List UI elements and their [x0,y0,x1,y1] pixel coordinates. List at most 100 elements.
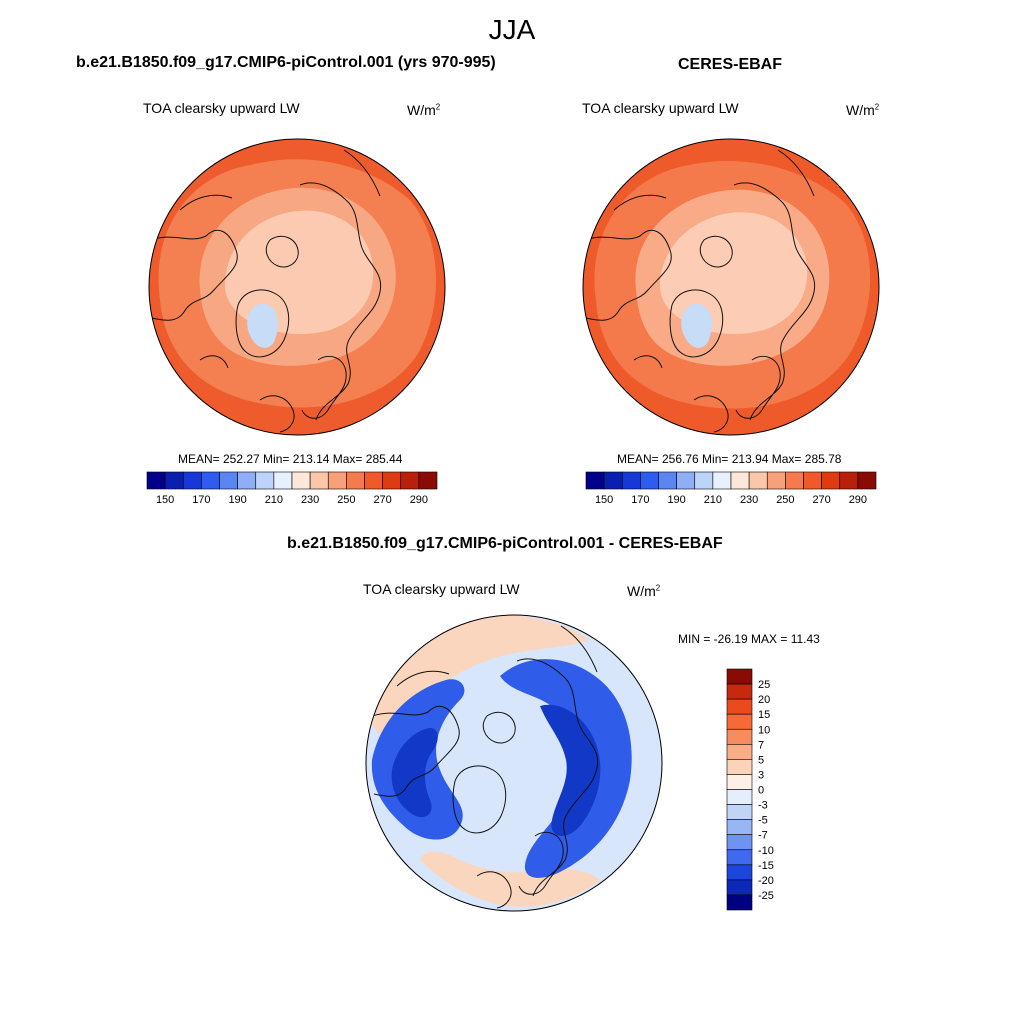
coastlines [149,149,382,433]
colorbar-swatch [857,471,877,490]
model-panel-title: b.e21.B1850.f09_g17.CMIP6-piControl.001 … [76,54,496,71]
colorbar-tick-label: -5 [758,815,768,827]
coastlines [371,625,599,909]
colorbar-swatch [726,879,753,896]
diff-panel-title: b.e21.B1850.f09_g17.CMIP6-piControl.001 … [287,535,723,552]
colorbar-tick-label: 190 [667,494,685,506]
map-fill-deep-cold [540,704,601,837]
model-stats: MEAN= 252.27 Min= 213.14 Max= 285.44 [178,452,403,466]
colorbar-swatch [726,894,753,911]
colorbar-swatch [726,759,753,775]
model-map-border [148,138,446,436]
colorbar-tick-label: -25 [758,890,774,902]
map-fill-core [225,210,374,335]
colorbar-tick-label: 190 [228,494,246,506]
colorbar-swatch [726,713,753,730]
obs-panel-title: CERES-EBAF [678,56,783,73]
colorbar-tick-label: 3 [758,769,764,781]
obs-map-border [582,138,880,436]
obs-variable-label: TOA clearsky upward LW [582,100,739,116]
colorbar-swatch [821,471,841,490]
colorbar-swatch [726,864,753,881]
map-fill-cold [500,659,632,878]
greenland-region [469,772,506,824]
obs-stats: MEAN= 256.76 Min= 213.94 Max= 285.78 [617,452,842,466]
greenland-ice-sheet [247,303,278,348]
map-fill-warm [420,851,600,907]
colorbar-tick-label: -15 [758,860,774,872]
colorbar-tick-label: -7 [758,830,768,842]
model-polar-map [149,139,445,435]
colorbar-swatch [585,471,605,490]
colorbar-swatch [694,471,714,490]
colorbar-swatch [839,471,859,490]
diff-polar-map [366,615,662,911]
colorbar-swatch [327,471,347,490]
colorbar-swatch [201,471,220,490]
colorbar-tick-label: 250 [776,494,794,506]
colorbar-swatch [676,471,696,490]
colorbar-swatch [730,471,750,490]
obs-polar-map [583,139,879,435]
colorbar-tick-label: 25 [758,679,770,691]
colorbar-swatch [164,471,184,490]
colorbar-swatch [726,683,753,700]
colorbar-swatch [273,471,293,490]
colorbar-swatch [364,471,383,490]
colorbar-swatch [803,471,822,490]
colorbar-swatch [400,471,420,490]
colorbar-tick-label: 150 [595,494,613,506]
colorbar-tick-label: 20 [758,694,770,706]
colorbar-swatch [640,471,659,490]
colorbar-swatch [726,789,753,805]
colorbar-swatch [726,849,753,866]
colorbar-swatch [291,471,311,490]
colorbar-swatch [182,471,202,490]
colorbar-tick-label: 230 [740,494,758,506]
colorbar-swatch [726,698,753,715]
colorbar-tick-label: 15 [758,709,770,721]
colorbar-tick-label: 170 [192,494,210,506]
colorbar-swatch [726,819,753,835]
colorbar-tick-label: 5 [758,754,764,766]
colorbar-swatch [219,471,238,490]
colorbar-swatch [255,471,275,490]
colorbar-tick-label: -10 [758,845,774,857]
colorbar-swatch [237,471,257,490]
colorbar-swatch [726,668,753,685]
map-fill-core [660,212,808,335]
colorbar-swatch [712,471,732,490]
colorbar-tick-label: 0 [758,785,764,797]
colorbar-swatch [726,804,753,820]
colorbar-tick-label: 270 [373,494,391,506]
colorbar-swatch [309,471,329,490]
colorbar-swatch [748,471,768,490]
obs-units-label: W/m2 [846,102,880,118]
colorbar-swatch [766,471,786,490]
model-units-label: W/m2 [407,102,441,118]
colorbar-tick-label: 10 [758,724,770,736]
obs-colorbar: 150 170 190 210 230 250 270 290 [585,471,877,506]
colorbar-tick-label: 270 [812,494,830,506]
colorbar-swatch [726,744,753,760]
colorbar-tick-label: -3 [758,800,768,812]
colorbar-tick-label: 290 [849,494,867,506]
model-colorbar: 150 170 190 210 230 250 270 290 [146,471,438,506]
colorbar-swatch [726,834,753,851]
colorbar-swatch [603,471,623,490]
diff-map-border [365,614,663,912]
colorbar-tick-label: 7 [758,739,764,751]
colorbar-swatch [785,471,804,490]
colorbar-tick-label: 170 [631,494,649,506]
diff-stats: MIN = -26.19 MAX = 11.43 [678,632,820,646]
colorbar-tick-label: 210 [265,494,283,506]
colorbar-swatch [621,471,641,490]
colorbar-swatch [146,471,166,490]
colorbar-tick-label: 210 [704,494,722,506]
colorbar-swatch [346,471,365,490]
colorbar-tick-label: 250 [337,494,355,506]
diff-units-label: W/m2 [627,583,661,599]
diff-variable-label: TOA clearsky upward LW [363,581,520,597]
model-variable-label: TOA clearsky upward LW [143,100,300,116]
